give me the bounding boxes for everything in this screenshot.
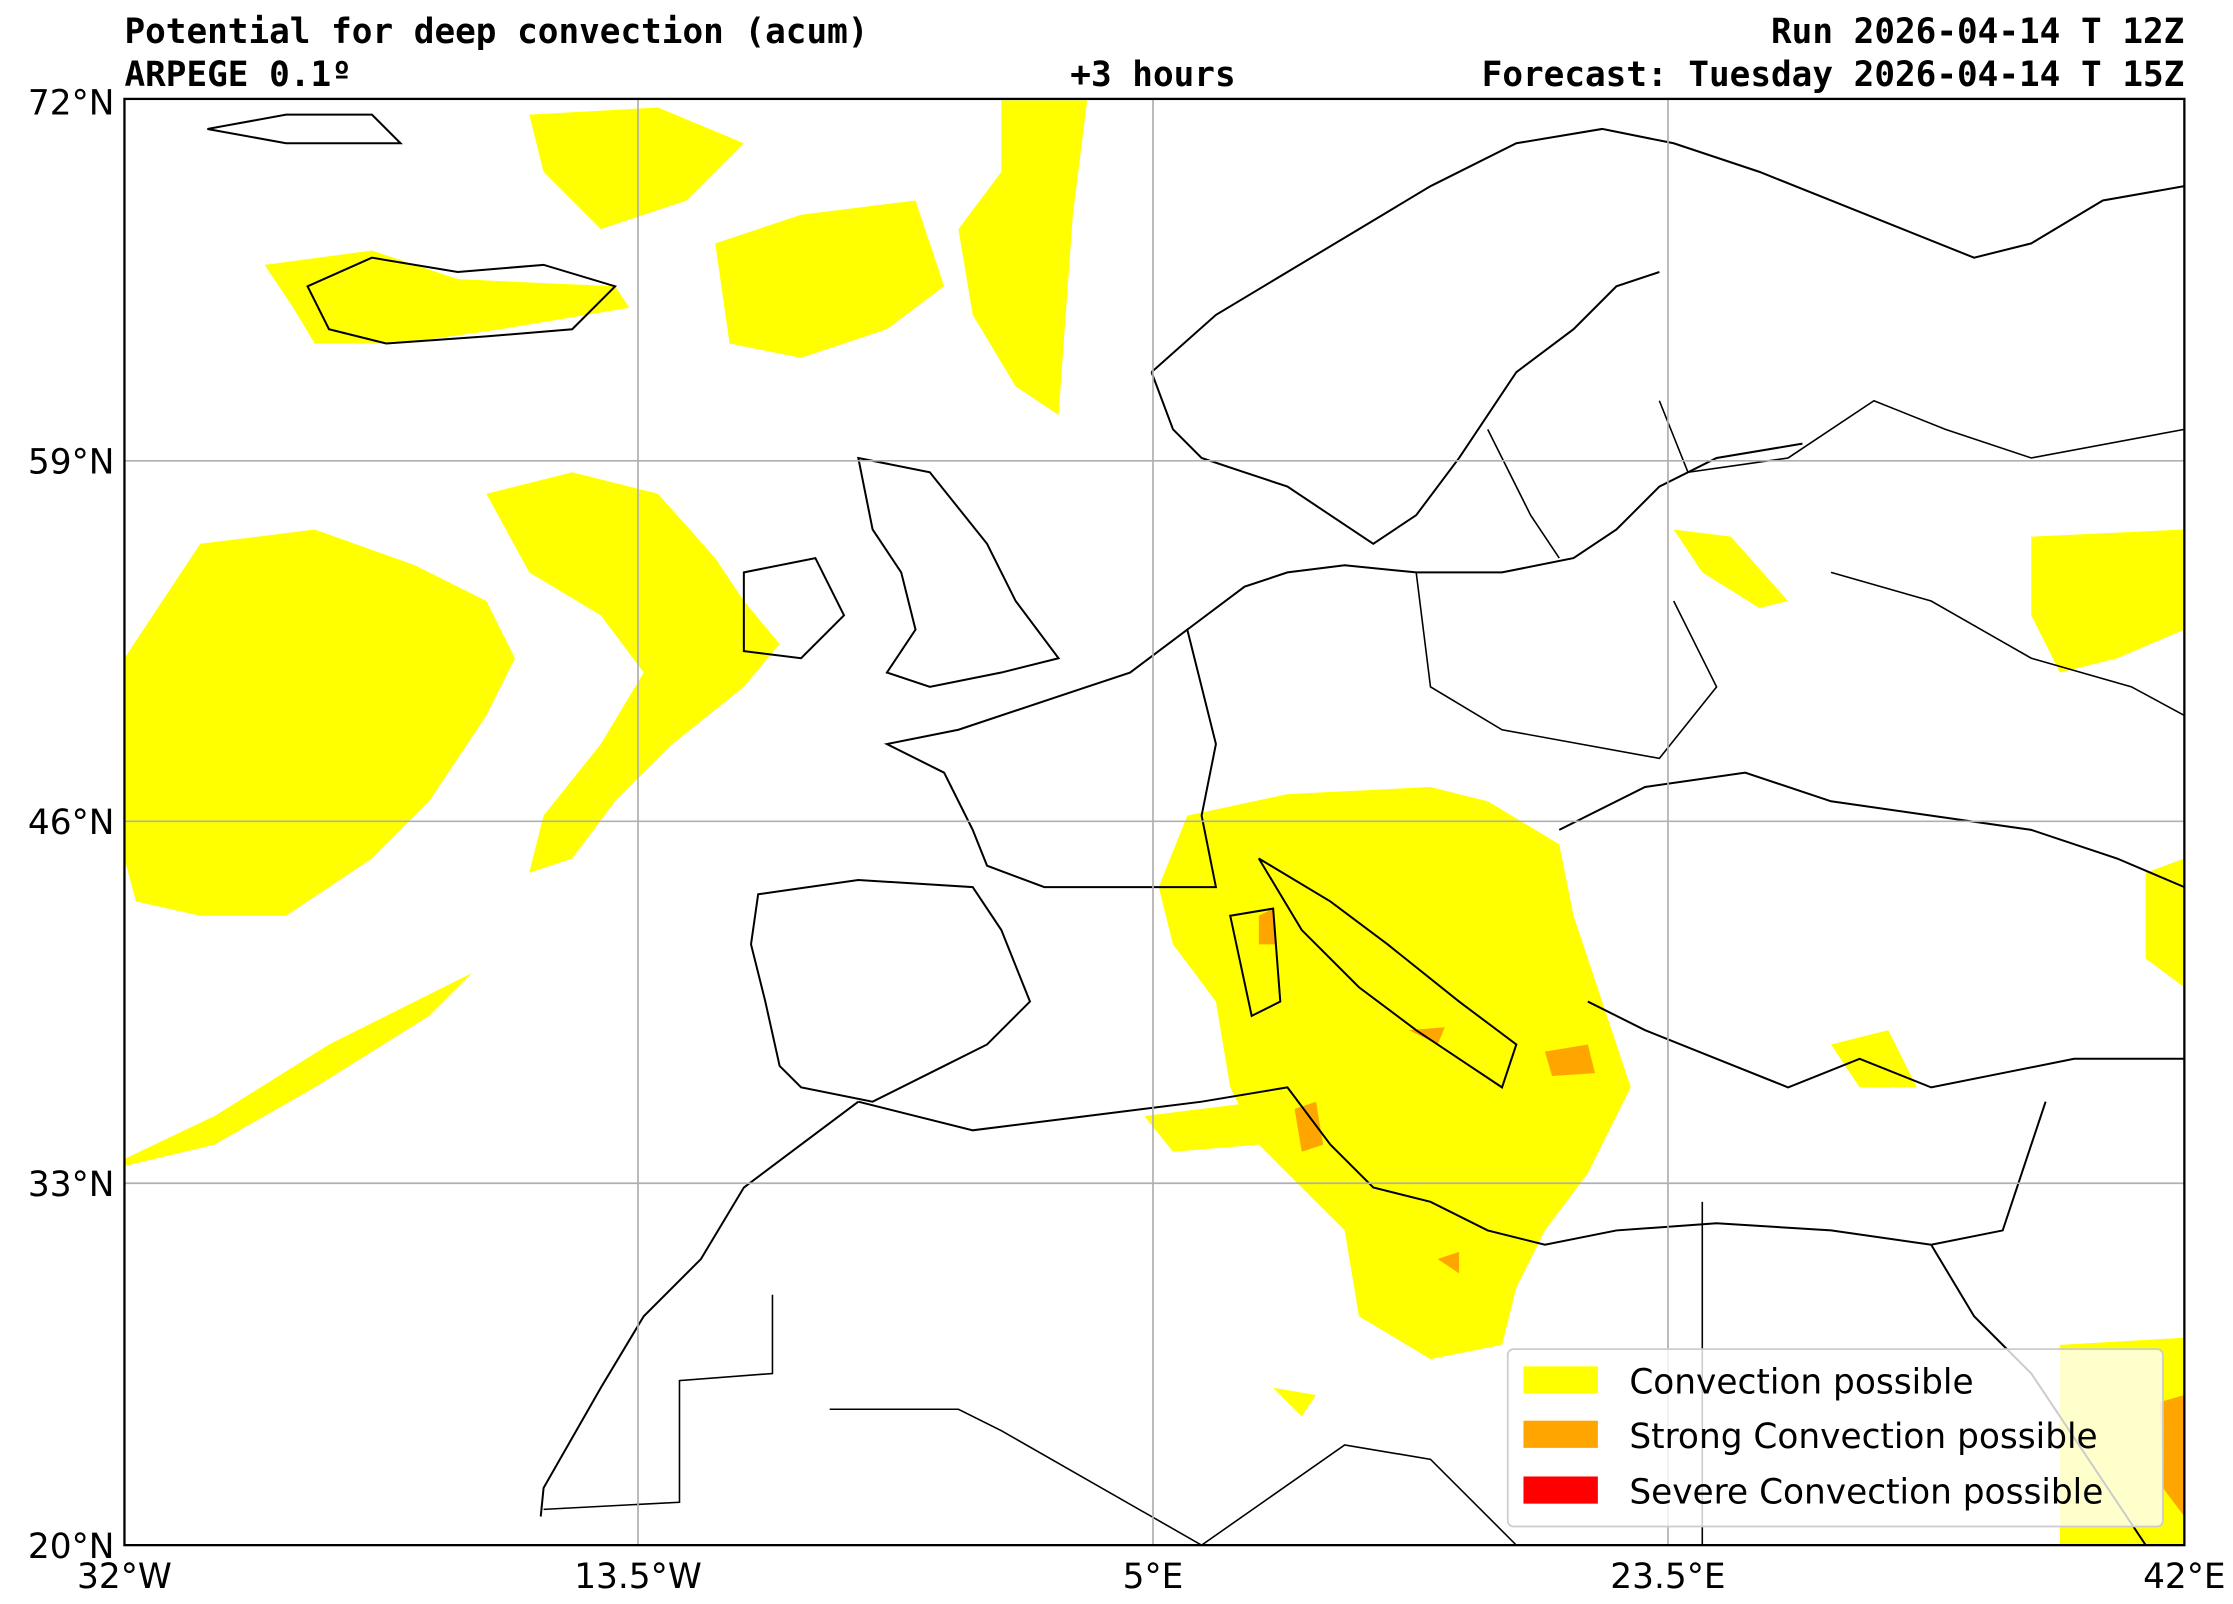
- lon-tick: 23.5°E: [1610, 1557, 1725, 1597]
- lat-tick: 46°N: [28, 803, 115, 843]
- lon-tick: 42°E: [2143, 1557, 2226, 1597]
- legend-swatch-severe: [1523, 1476, 1598, 1504]
- map-frame: [123, 97, 2186, 1547]
- lon-tick: 32°W: [77, 1557, 172, 1597]
- lon-tick: 5°E: [1123, 1557, 1184, 1597]
- lat-tick: 20°N: [28, 1527, 115, 1567]
- convection-possible-areas: [124, 100, 2185, 1546]
- run-label: Run 2026-04-14 T 12Z: [1771, 12, 2184, 52]
- legend-label: Severe Convection possible: [1629, 1473, 2103, 1513]
- legend-label: Convection possible: [1629, 1363, 1973, 1403]
- strong-convection-areas: [1258, 908, 2185, 1517]
- map-area: [124, 98, 2185, 1546]
- lat-tick: 72°N: [28, 84, 115, 124]
- lat-tick: 33°N: [28, 1165, 115, 1205]
- forecast-label: Forecast: Tuesday 2026-04-14 T 15Z: [1482, 55, 2185, 95]
- gridlines: [124, 98, 2185, 1546]
- lon-tick-labels: 32°W 13.5°W 5°E 23.5°E 42°E: [77, 1557, 2226, 1597]
- lon-tick: 13.5°W: [574, 1557, 702, 1597]
- lat-tick: 59°N: [28, 443, 115, 483]
- legend-label: Strong Convection possible: [1629, 1417, 2097, 1457]
- legend: Convection possible Strong Convection po…: [1506, 1348, 2164, 1528]
- map-title: Potential for deep convection (acum): [124, 12, 868, 52]
- legend-swatch-strong: [1523, 1420, 1598, 1448]
- legend-swatch-convection: [1523, 1366, 1598, 1394]
- model-label: ARPEGE 0.1º: [124, 55, 351, 95]
- lat-tick-labels: 72°N 59°N 46°N 33°N 20°N: [28, 84, 115, 1567]
- lead-time-label: +3 hours: [1070, 55, 1235, 95]
- coastlines: [207, 113, 2185, 1546]
